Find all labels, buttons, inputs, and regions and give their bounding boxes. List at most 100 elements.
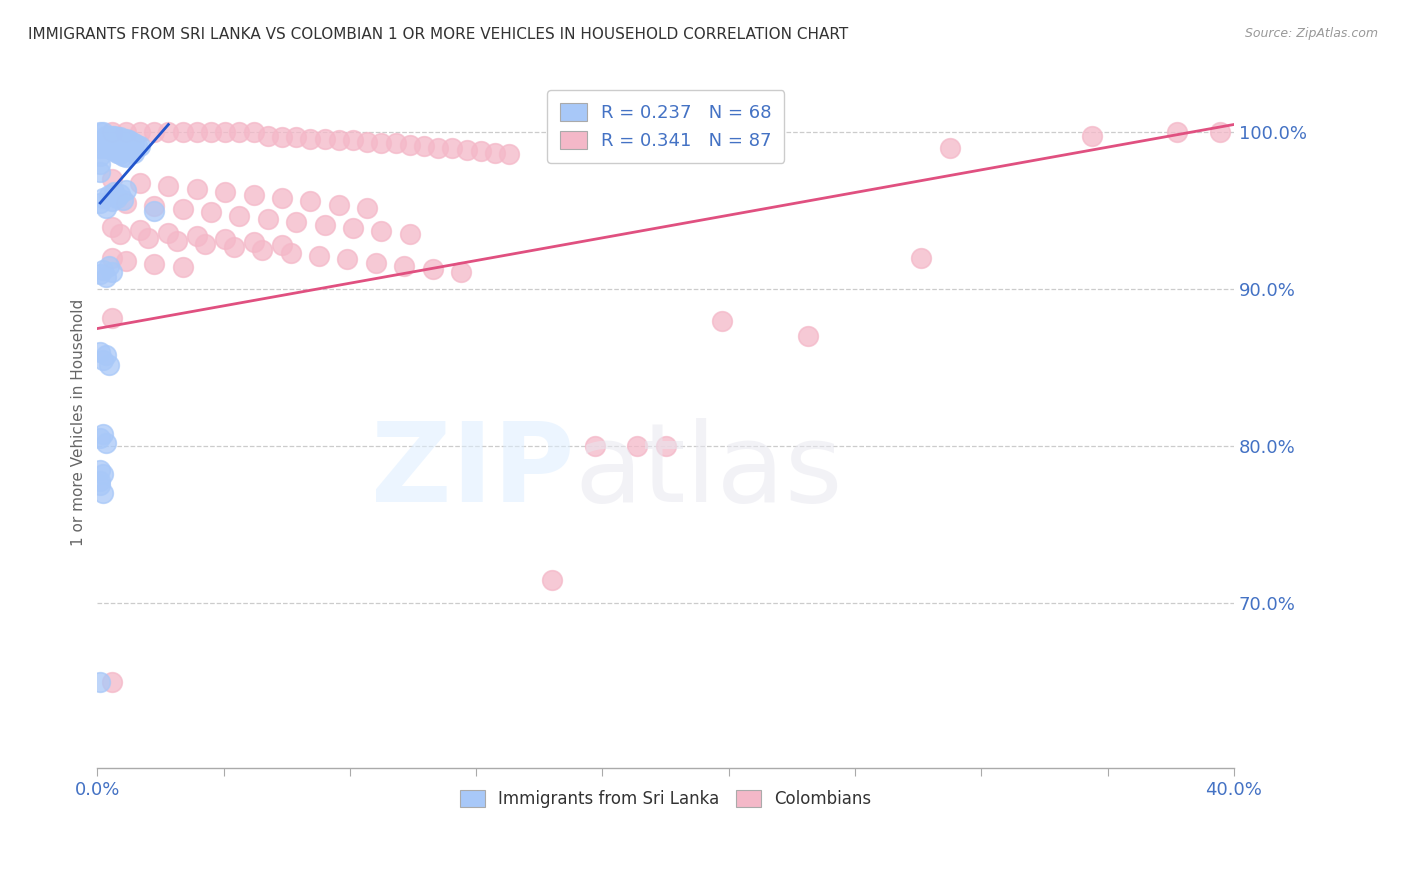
Text: atlas: atlas bbox=[575, 417, 844, 524]
Point bbox=[384, 136, 406, 151]
Point bbox=[200, 205, 222, 219]
Point bbox=[114, 196, 136, 211]
Point bbox=[94, 133, 117, 147]
Point bbox=[97, 141, 120, 155]
Point bbox=[456, 143, 478, 157]
Point bbox=[100, 133, 122, 147]
Point bbox=[299, 131, 322, 145]
Point bbox=[129, 125, 152, 139]
Point bbox=[100, 128, 122, 143]
Point bbox=[91, 191, 114, 205]
Point bbox=[120, 135, 142, 149]
Point bbox=[97, 188, 120, 202]
Point bbox=[271, 130, 294, 145]
Point bbox=[94, 141, 117, 155]
Point bbox=[108, 186, 131, 201]
Point bbox=[172, 202, 194, 217]
Point bbox=[172, 260, 194, 275]
Point bbox=[89, 141, 111, 155]
Point bbox=[111, 193, 134, 207]
Point bbox=[285, 130, 308, 145]
Point bbox=[222, 240, 245, 254]
Point bbox=[103, 136, 125, 151]
Point bbox=[910, 251, 932, 265]
Point bbox=[114, 141, 136, 155]
Point bbox=[114, 131, 136, 145]
Point bbox=[91, 352, 114, 367]
Point bbox=[796, 329, 818, 343]
Point bbox=[441, 141, 464, 155]
Point bbox=[328, 197, 350, 211]
Point bbox=[157, 226, 180, 240]
Point bbox=[654, 439, 676, 453]
Point bbox=[91, 467, 114, 482]
Point bbox=[143, 203, 166, 218]
Point bbox=[105, 136, 128, 151]
Point bbox=[356, 135, 378, 149]
Point bbox=[138, 230, 160, 244]
Point bbox=[242, 188, 264, 202]
Point bbox=[938, 141, 960, 155]
Point bbox=[256, 128, 278, 143]
Point bbox=[583, 439, 606, 453]
Point bbox=[103, 128, 125, 143]
Point bbox=[308, 249, 330, 263]
Point bbox=[129, 139, 152, 153]
Point bbox=[89, 267, 111, 281]
Point bbox=[111, 131, 134, 145]
Point bbox=[143, 125, 166, 139]
Point bbox=[100, 674, 122, 689]
Point bbox=[157, 125, 180, 139]
Point bbox=[108, 147, 131, 161]
Point bbox=[214, 185, 236, 199]
Point bbox=[271, 238, 294, 252]
Point bbox=[285, 215, 308, 229]
Point bbox=[103, 185, 125, 199]
Point bbox=[114, 125, 136, 139]
Point bbox=[89, 125, 111, 139]
Point bbox=[242, 235, 264, 250]
Point bbox=[143, 199, 166, 213]
Point bbox=[1208, 125, 1230, 139]
Point bbox=[100, 141, 122, 155]
Point bbox=[228, 125, 250, 139]
Point bbox=[314, 131, 336, 145]
Point bbox=[100, 265, 122, 279]
Point bbox=[114, 183, 136, 197]
Point bbox=[94, 128, 117, 143]
Point bbox=[186, 125, 208, 139]
Point bbox=[498, 147, 520, 161]
Point bbox=[342, 221, 364, 235]
Point bbox=[157, 178, 180, 193]
Point bbox=[271, 191, 294, 205]
Point bbox=[124, 145, 146, 160]
Point bbox=[422, 261, 444, 276]
Point bbox=[186, 182, 208, 196]
Point bbox=[470, 145, 492, 159]
Point bbox=[129, 176, 152, 190]
Point bbox=[117, 133, 139, 147]
Point bbox=[100, 251, 122, 265]
Point bbox=[111, 139, 134, 153]
Point bbox=[364, 255, 387, 269]
Point bbox=[124, 136, 146, 151]
Point bbox=[370, 224, 392, 238]
Point bbox=[129, 222, 152, 236]
Point bbox=[214, 125, 236, 139]
Point bbox=[399, 137, 422, 152]
Point bbox=[97, 259, 120, 273]
Point bbox=[228, 209, 250, 223]
Point bbox=[413, 139, 436, 153]
Point bbox=[186, 229, 208, 244]
Point bbox=[450, 265, 472, 279]
Point bbox=[89, 149, 111, 163]
Point bbox=[370, 136, 392, 151]
Text: Source: ZipAtlas.com: Source: ZipAtlas.com bbox=[1244, 27, 1378, 40]
Text: IMMIGRANTS FROM SRI LANKA VS COLOMBIAN 1 OR MORE VEHICLES IN HOUSEHOLD CORRELATI: IMMIGRANTS FROM SRI LANKA VS COLOMBIAN 1… bbox=[28, 27, 848, 42]
Point bbox=[94, 348, 117, 362]
Point bbox=[214, 232, 236, 246]
Point bbox=[250, 243, 273, 257]
Point bbox=[105, 145, 128, 160]
Point bbox=[541, 573, 564, 587]
Point bbox=[299, 194, 322, 209]
